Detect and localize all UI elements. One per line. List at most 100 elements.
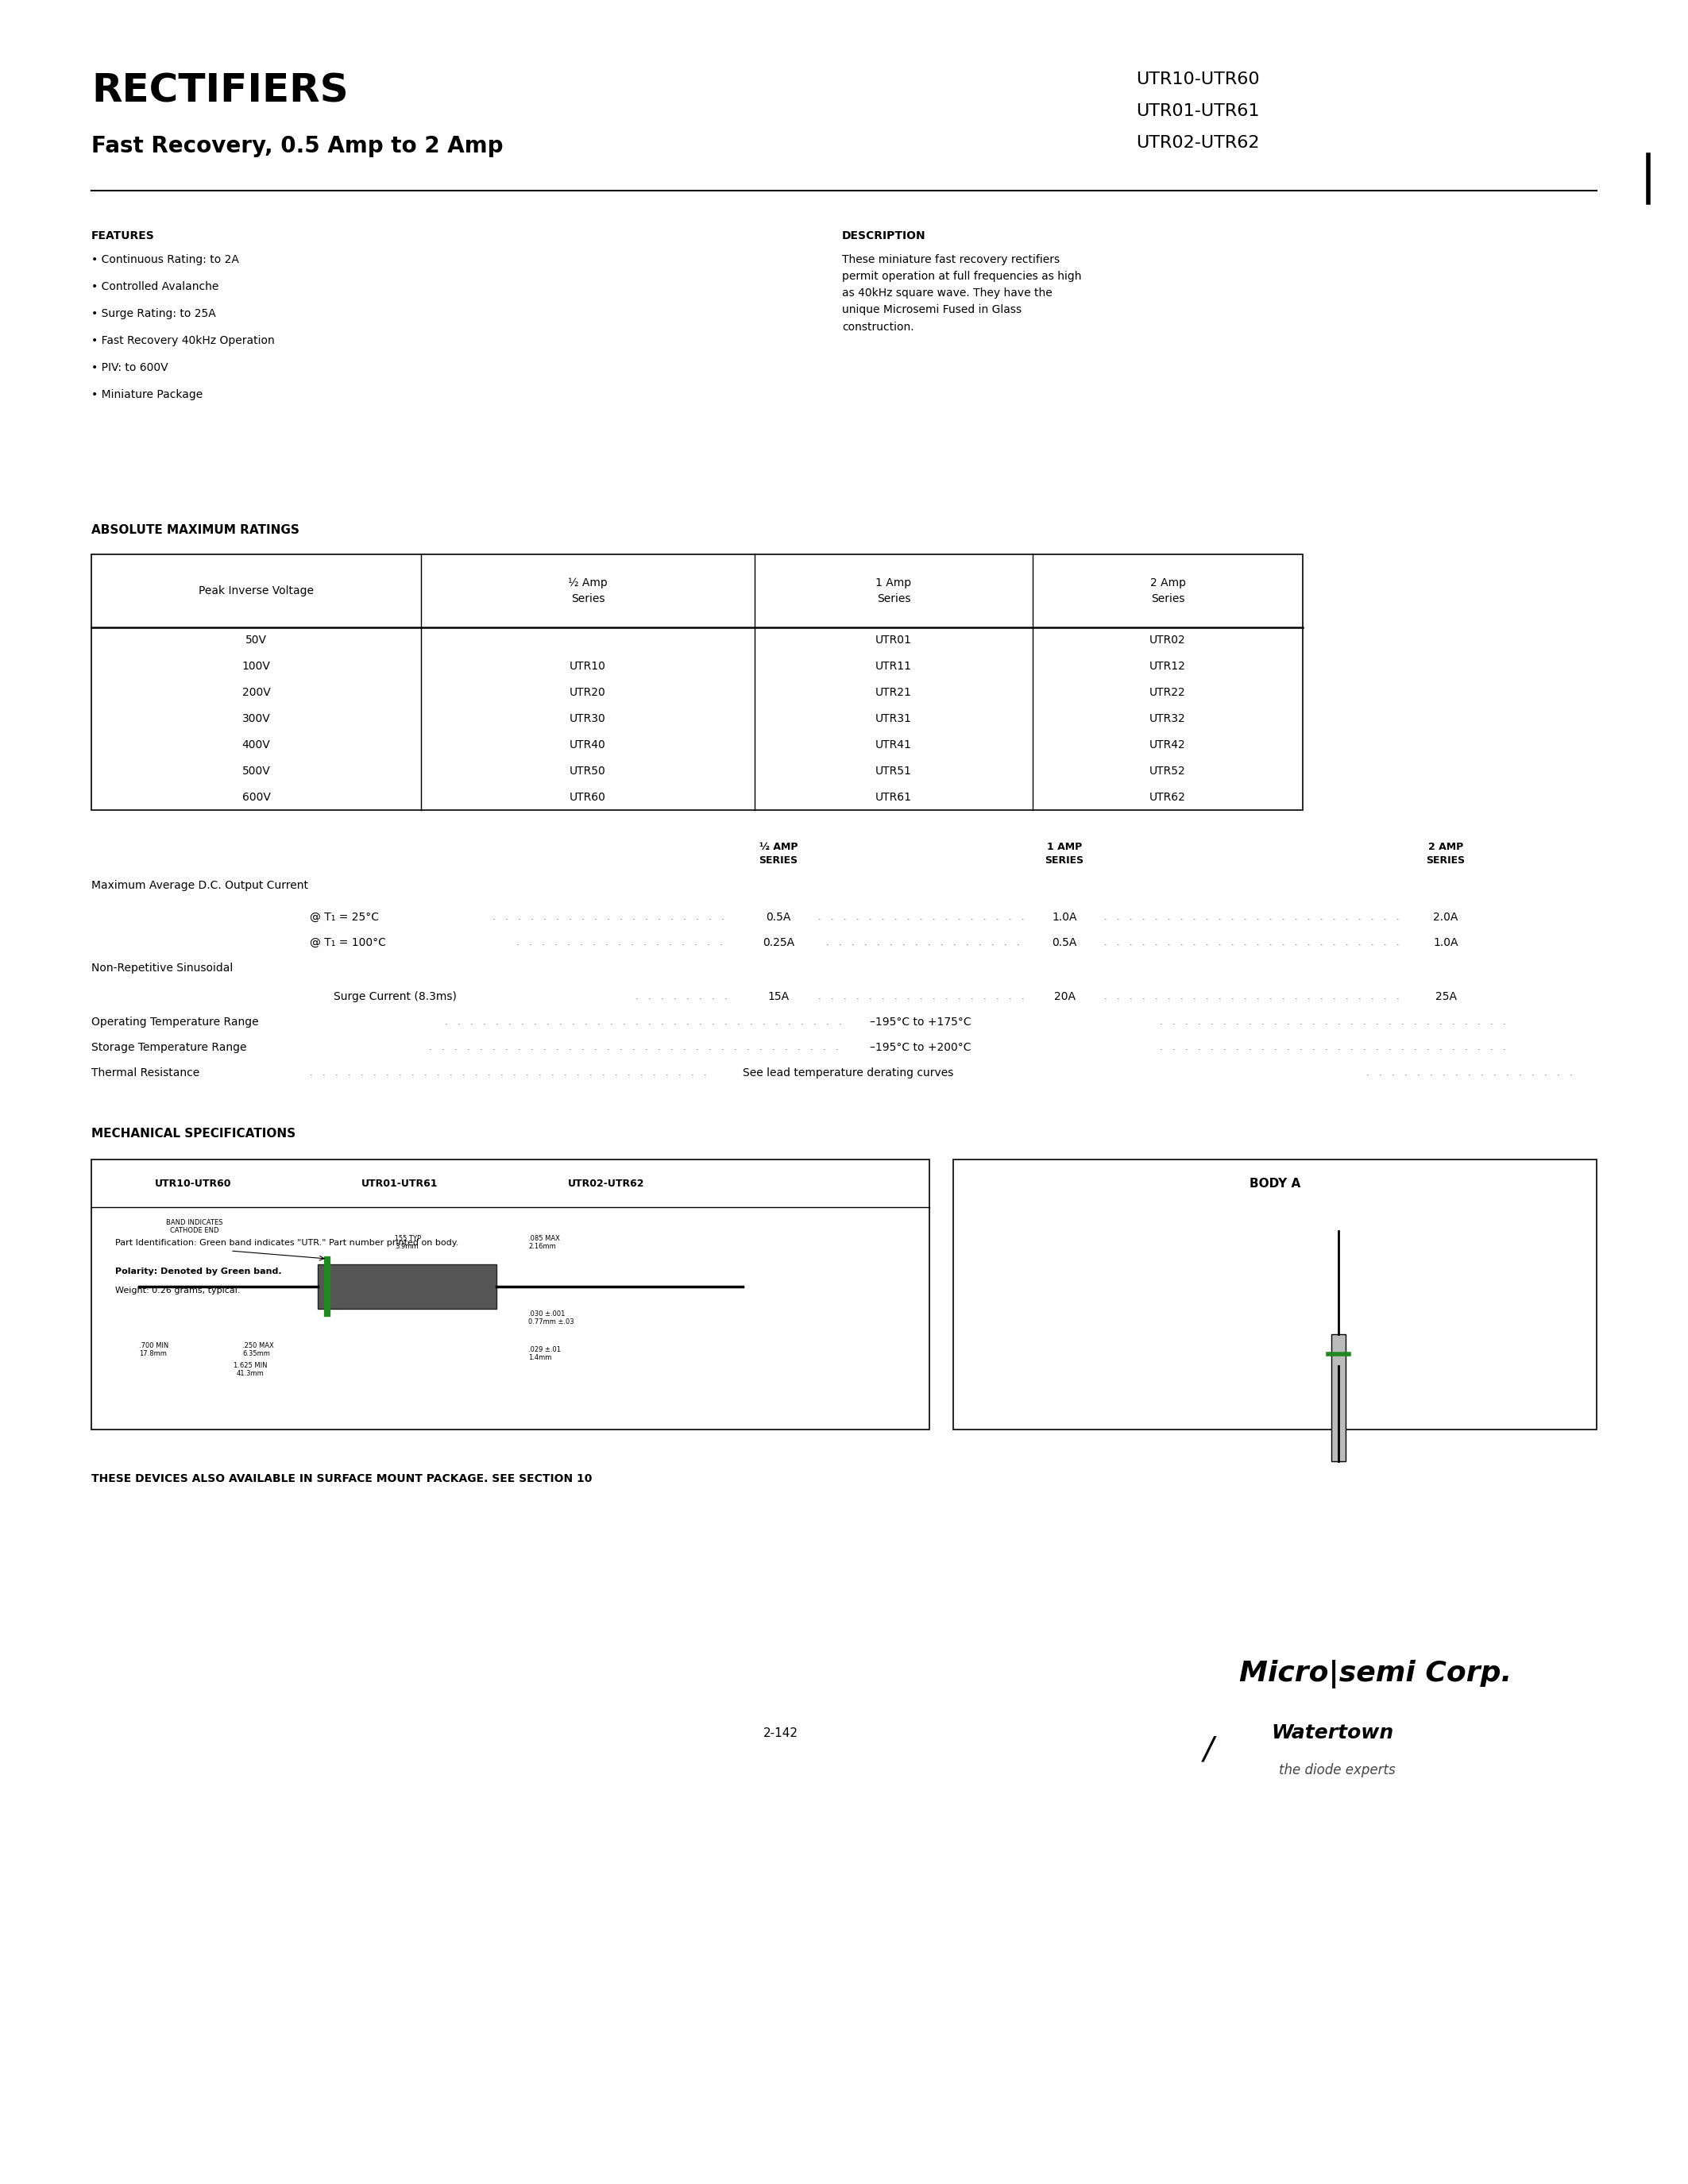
Text: .: . — [1391, 1068, 1394, 1077]
Text: ABSOLUTE MAXIMUM RATINGS: ABSOLUTE MAXIMUM RATINGS — [91, 524, 299, 535]
Text: 1 AMP
SERIES: 1 AMP SERIES — [1045, 841, 1084, 865]
Text: UTR12: UTR12 — [1150, 662, 1187, 673]
Text: .: . — [1231, 994, 1234, 1000]
Text: UTR02-UTR62: UTR02-UTR62 — [567, 1177, 645, 1188]
Text: .700 MIN
17.8mm: .700 MIN 17.8mm — [138, 1343, 169, 1358]
Text: .: . — [608, 913, 609, 922]
Text: .: . — [581, 1044, 584, 1051]
Text: .: . — [674, 994, 677, 1000]
Text: .: . — [945, 994, 949, 1000]
Text: .: . — [1274, 1018, 1278, 1026]
Text: 2 AMP
SERIES: 2 AMP SERIES — [1426, 841, 1465, 865]
Text: .: . — [906, 994, 910, 1000]
Text: .: . — [518, 913, 522, 922]
Text: Thermal Resistance: Thermal Resistance — [91, 1068, 199, 1079]
Text: .: . — [544, 913, 547, 922]
Text: .: . — [775, 1018, 778, 1026]
Text: .: . — [1396, 994, 1399, 1000]
Text: .: . — [819, 994, 820, 1000]
Text: .: . — [1143, 913, 1144, 922]
Text: UTR62: UTR62 — [1150, 791, 1187, 802]
Text: .: . — [1244, 939, 1247, 946]
Text: .: . — [658, 913, 660, 922]
Text: .: . — [881, 913, 885, 922]
Text: .: . — [552, 1068, 554, 1077]
Text: .: . — [1231, 913, 1234, 922]
Text: .: . — [881, 994, 885, 1000]
Text: .: . — [662, 994, 663, 1000]
Text: 100V: 100V — [241, 662, 270, 673]
Text: 0.5A: 0.5A — [1052, 937, 1077, 948]
Text: 0.5A: 0.5A — [766, 911, 792, 924]
Text: .: . — [721, 1044, 724, 1051]
Text: .: . — [945, 913, 949, 922]
Text: .029 ±.01
1.4mm: .029 ±.01 1.4mm — [528, 1345, 560, 1361]
Text: BODY A: BODY A — [1249, 1177, 1300, 1190]
Text: .: . — [1320, 994, 1323, 1000]
Text: .: . — [1345, 913, 1349, 922]
Text: .: . — [619, 913, 623, 922]
Text: .: . — [517, 939, 520, 946]
Text: .: . — [1210, 1044, 1214, 1051]
Text: .: . — [567, 939, 571, 946]
Text: • Fast Recovery 40kHz Operation: • Fast Recovery 40kHz Operation — [91, 334, 275, 347]
Text: .: . — [544, 1044, 547, 1051]
Text: .: . — [631, 939, 633, 946]
Text: .: . — [734, 1044, 738, 1051]
Text: .: . — [348, 1068, 351, 1077]
Text: .030 ±.001
0.77mm ±.03: .030 ±.001 0.77mm ±.03 — [528, 1310, 574, 1326]
Bar — [91, 555, 1303, 810]
Text: .: . — [1325, 1044, 1328, 1051]
Text: .: . — [530, 1044, 533, 1051]
Text: .: . — [653, 1068, 657, 1077]
Text: 200V: 200V — [241, 688, 270, 699]
Text: .: . — [800, 1018, 803, 1026]
Text: .: . — [1160, 1044, 1163, 1051]
Text: .: . — [810, 1044, 814, 1051]
Text: .: . — [1359, 994, 1361, 1000]
Text: .: . — [864, 939, 868, 946]
Text: .: . — [1308, 994, 1310, 1000]
Text: .: . — [1502, 1044, 1506, 1051]
Text: .: . — [684, 1044, 685, 1051]
Text: .: . — [1256, 913, 1259, 922]
Text: .: . — [712, 994, 714, 1000]
Text: .: . — [1160, 1018, 1163, 1026]
Text: .: . — [1180, 913, 1183, 922]
Text: .: . — [528, 939, 532, 946]
Text: .: . — [1359, 939, 1361, 946]
Text: .: . — [1009, 913, 1011, 922]
Text: .: . — [1185, 1018, 1188, 1026]
Text: .: . — [824, 1044, 825, 1051]
Text: .: . — [996, 913, 999, 922]
Text: .: . — [463, 1068, 466, 1077]
Text: .: . — [606, 939, 608, 946]
Text: UTR51: UTR51 — [876, 764, 912, 778]
Text: .: . — [1376, 1044, 1379, 1051]
Text: .: . — [322, 1068, 326, 1077]
Text: .: . — [670, 913, 674, 922]
Text: .: . — [1440, 1018, 1442, 1026]
Text: .: . — [991, 939, 994, 946]
Text: .: . — [851, 939, 854, 946]
Text: 15A: 15A — [768, 992, 790, 1002]
Text: .: . — [1283, 939, 1285, 946]
Text: .: . — [1269, 913, 1273, 922]
Text: UTR40: UTR40 — [569, 738, 606, 751]
Text: .: . — [665, 1068, 668, 1077]
Text: UTR30: UTR30 — [569, 714, 606, 725]
Text: .: . — [412, 1068, 414, 1077]
Text: .: . — [687, 1018, 689, 1026]
Text: .: . — [825, 1018, 829, 1026]
Text: UTR10: UTR10 — [569, 662, 606, 673]
Text: .: . — [618, 939, 621, 946]
Text: 1.625 MIN
41.3mm: 1.625 MIN 41.3mm — [233, 1363, 267, 1378]
Text: .: . — [695, 913, 699, 922]
Text: .: . — [954, 939, 955, 946]
Text: .: . — [1364, 1018, 1366, 1026]
Text: .: . — [1334, 939, 1335, 946]
Text: UTR60: UTR60 — [569, 791, 606, 802]
Text: @ T₁ = 100°C: @ T₁ = 100°C — [311, 937, 387, 948]
Text: .: . — [699, 994, 702, 1000]
Text: 400V: 400V — [241, 738, 270, 751]
